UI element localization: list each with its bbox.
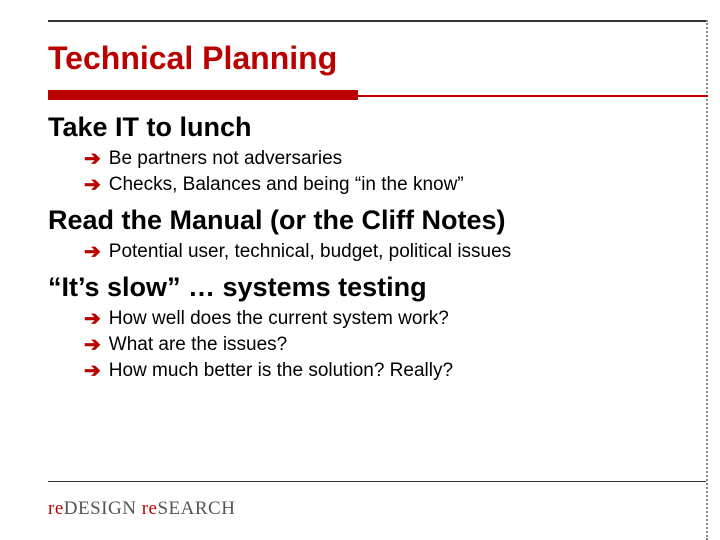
bullet-item: ➔ Checks, Balances and being “in the kno…	[84, 173, 700, 197]
section-heading: “It’s slow” … systems testing	[48, 272, 700, 303]
top-rule	[48, 20, 708, 22]
footer-rule	[48, 481, 706, 482]
bullet-text: Potential user, technical, budget, polit…	[109, 240, 511, 264]
bullet-item: ➔ How much better is the solution? Reall…	[84, 359, 700, 383]
arrow-icon: ➔	[84, 307, 101, 331]
bullet-text: How well does the current system work?	[109, 307, 449, 331]
logo-design: DESIGN	[64, 498, 137, 519]
bullet-item: ➔ Potential user, technical, budget, pol…	[84, 240, 700, 264]
logo-search: SEARCH	[157, 498, 235, 519]
arrow-icon: ➔	[84, 173, 101, 197]
logo: reDESIGN reSEARCH	[48, 498, 235, 520]
arrow-icon: ➔	[84, 333, 101, 357]
section-heading: Read the Manual (or the Cliff Notes)	[48, 205, 700, 236]
bullet-list: ➔ Be partners not adversaries ➔ Checks, …	[84, 147, 700, 197]
slide-title: Technical Planning	[48, 40, 337, 77]
title-underline-thick	[48, 90, 358, 100]
bullet-text: What are the issues?	[109, 333, 287, 357]
logo-re-2: re	[142, 498, 158, 519]
bullet-text: Checks, Balances and being “in the know”	[109, 173, 464, 197]
bullet-item: ➔ How well does the current system work?	[84, 307, 700, 331]
section-heading: Take IT to lunch	[48, 112, 700, 143]
right-dotted-border	[706, 20, 708, 540]
bullet-text: How much better is the solution? Really?	[109, 359, 453, 383]
logo-re-1: re	[48, 498, 64, 519]
bullet-text: Be partners not adversaries	[109, 147, 342, 171]
bullet-list: ➔ How well does the current system work?…	[84, 307, 700, 383]
arrow-icon: ➔	[84, 147, 101, 171]
arrow-icon: ➔	[84, 240, 101, 264]
arrow-icon: ➔	[84, 359, 101, 383]
bullet-list: ➔ Potential user, technical, budget, pol…	[84, 240, 700, 264]
bullet-item: ➔ Be partners not adversaries	[84, 147, 700, 171]
bullet-item: ➔ What are the issues?	[84, 333, 700, 357]
content-area: Take IT to lunch ➔ Be partners not adver…	[48, 112, 700, 389]
slide: Technical Planning Take IT to lunch ➔ Be…	[0, 0, 720, 540]
